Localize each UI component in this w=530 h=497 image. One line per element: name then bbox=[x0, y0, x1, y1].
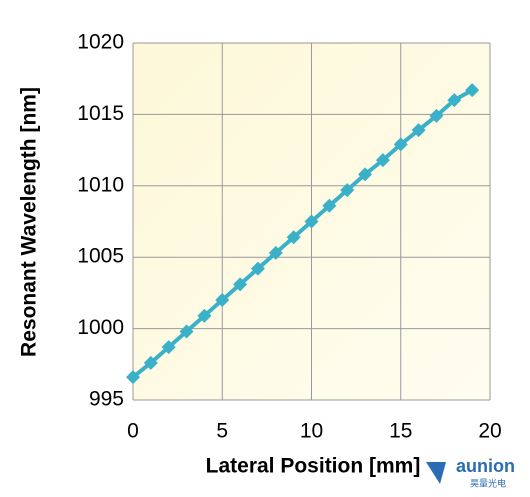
marker bbox=[447, 93, 462, 108]
watermark-brand: aunion bbox=[456, 456, 515, 476]
marker bbox=[179, 324, 194, 339]
marker bbox=[393, 137, 408, 152]
marker bbox=[322, 198, 337, 213]
x-tick-label: 20 bbox=[478, 420, 501, 443]
marker bbox=[215, 293, 230, 308]
marker bbox=[143, 355, 158, 370]
x-tick-label: 5 bbox=[216, 420, 228, 443]
marker bbox=[465, 83, 480, 98]
marker bbox=[304, 214, 319, 229]
marker bbox=[429, 108, 444, 123]
y-tick-label: 1005 bbox=[77, 245, 124, 268]
watermark-subtitle: 昊量光电 bbox=[470, 477, 506, 488]
marker bbox=[161, 340, 176, 355]
marker bbox=[340, 183, 355, 198]
logo-icon bbox=[426, 462, 446, 484]
marker bbox=[197, 308, 212, 323]
marker bbox=[375, 153, 390, 168]
y-tick-label: 1020 bbox=[77, 31, 124, 54]
marker bbox=[411, 123, 426, 138]
x-tick-label: 0 bbox=[127, 420, 139, 443]
marker bbox=[233, 277, 248, 292]
y-tick-label: 1015 bbox=[77, 102, 124, 125]
marker bbox=[286, 230, 301, 245]
marker bbox=[358, 167, 373, 182]
y-tick-label: 1010 bbox=[77, 173, 124, 196]
marker bbox=[126, 370, 140, 385]
y-tick-label: 995 bbox=[89, 388, 124, 411]
y-axis-title: Resonant Wavelength [nm] bbox=[18, 87, 41, 357]
marker bbox=[250, 261, 265, 276]
x-tick-label: 10 bbox=[300, 420, 323, 443]
y-tick-label: 1000 bbox=[77, 316, 124, 339]
x-axis-title: Lateral Position [mm] bbox=[206, 455, 421, 478]
x-tick-label: 15 bbox=[389, 420, 412, 443]
watermark: aunion 昊量光电 bbox=[420, 452, 530, 497]
marker bbox=[268, 245, 283, 260]
